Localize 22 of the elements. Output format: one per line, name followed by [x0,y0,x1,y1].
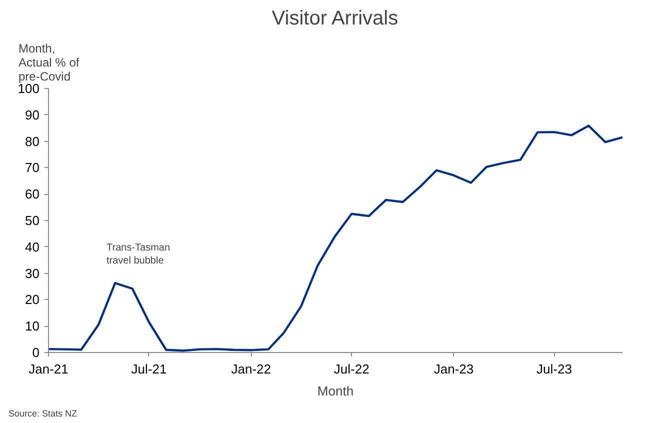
x-tick-label: Jan-21 [28,362,68,376]
y-tick-label: 100 [18,81,40,96]
source-note: Source: Stats NZ [8,408,78,418]
y-tick-label: 40 [25,239,40,254]
x-tick-label: Jan-22 [231,362,271,376]
y-tick-label: 10 [25,318,40,334]
y-tick-label: 80 [25,134,40,149]
x-tick-label: Jul-22 [334,362,370,376]
y-tick-label: 30 [25,266,40,281]
x-axis-title: Month [317,384,354,398]
x-tick-label: Jul-23 [536,362,572,376]
y-tick-label: 60 [25,186,40,202]
annotation: Trans-Tasman travel bubble [106,242,170,267]
y-tick-label: 50 [25,213,40,228]
y-tick-label: 0 [32,345,40,360]
y-axis-title: Month, Actual % of pre-Covid [18,42,80,84]
chart-title: Visitor Arrivals [272,8,398,30]
y-tick-label: 70 [25,160,40,176]
y-tick-label: 20 [25,292,40,308]
y-tick-label: 90 [25,107,40,122]
x-tick-label: Jan-23 [434,362,474,376]
x-tick-label: Jul-21 [131,362,167,376]
